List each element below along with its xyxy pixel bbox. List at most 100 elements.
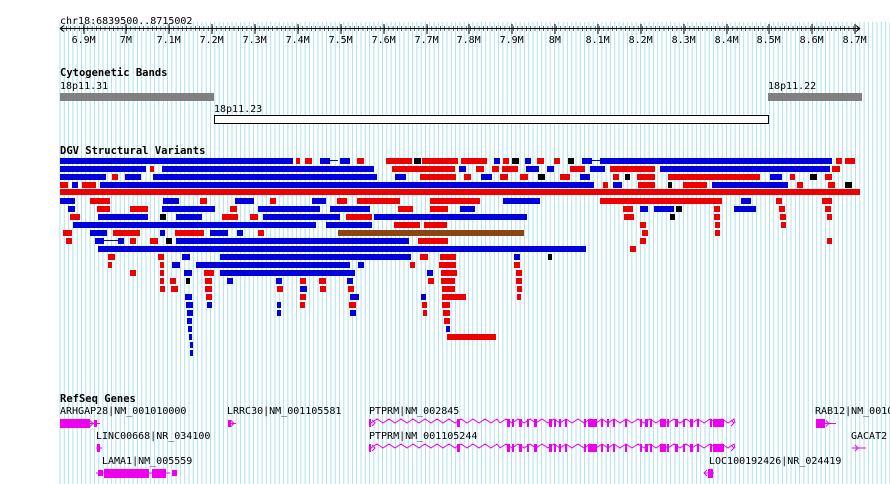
variant-feature[interactable] — [827, 214, 832, 220]
variant-feature[interactable] — [230, 206, 237, 212]
variant-feature[interactable] — [676, 206, 682, 212]
variant-feature[interactable] — [554, 158, 560, 164]
gene-exon[interactable] — [660, 419, 666, 427]
gene-exon[interactable] — [534, 419, 537, 427]
variant-feature[interactable] — [220, 270, 355, 276]
variant-feature[interactable] — [187, 318, 192, 324]
gene-exon[interactable] — [554, 444, 556, 452]
variant-feature[interactable] — [196, 262, 350, 268]
variant-feature[interactable] — [492, 166, 499, 172]
gene-exon[interactable] — [675, 444, 678, 452]
gene-exon[interactable] — [152, 469, 166, 478]
variant-feature[interactable] — [503, 158, 509, 164]
variant-feature[interactable] — [447, 334, 496, 340]
variant-feature[interactable] — [97, 206, 110, 212]
variant-feature[interactable] — [516, 270, 522, 276]
variant-feature[interactable] — [464, 174, 471, 180]
variant-feature[interactable] — [277, 302, 281, 308]
variant-feature[interactable] — [357, 158, 364, 164]
variant-feature[interactable] — [176, 214, 202, 220]
gene-exon[interactable] — [527, 419, 529, 427]
variant-feature[interactable] — [172, 262, 180, 268]
gene-exon[interactable] — [565, 419, 567, 427]
variant-feature[interactable] — [822, 198, 832, 204]
variant-feature[interactable] — [108, 262, 112, 268]
variant-feature[interactable] — [668, 182, 672, 188]
variant-feature[interactable] — [190, 350, 193, 356]
variant-feature[interactable] — [66, 238, 72, 244]
gene-exon[interactable] — [565, 444, 567, 452]
variant-feature[interactable] — [714, 206, 720, 212]
variant-feature[interactable] — [441, 270, 457, 276]
variant-feature[interactable] — [734, 206, 756, 212]
variant-feature[interactable] — [637, 174, 655, 180]
variant-feature[interactable] — [258, 206, 320, 212]
variant-feature[interactable] — [427, 270, 433, 276]
variant-feature[interactable] — [320, 158, 330, 164]
gene-exon[interactable] — [640, 419, 642, 427]
variant-feature[interactable] — [459, 166, 466, 172]
variant-feature[interactable] — [494, 158, 500, 164]
variant-feature[interactable] — [153, 174, 377, 180]
variant-feature[interactable] — [130, 238, 136, 244]
variant-feature[interactable] — [100, 182, 594, 188]
variant-feature[interactable] — [162, 166, 374, 172]
variant-feature[interactable] — [60, 174, 106, 180]
variant-feature[interactable] — [337, 198, 347, 204]
variant-feature[interactable] — [72, 182, 78, 188]
gene-exon[interactable] — [584, 444, 586, 452]
variant-feature[interactable] — [790, 174, 795, 180]
gene-exon[interactable] — [94, 420, 97, 427]
variant-feature[interactable] — [312, 198, 326, 204]
variant-feature[interactable] — [204, 270, 214, 276]
variant-feature[interactable] — [714, 214, 720, 220]
variant-feature[interactable] — [461, 158, 487, 164]
variant-feature[interactable] — [263, 214, 340, 220]
variant-feature[interactable] — [420, 254, 428, 260]
variant-feature[interactable] — [300, 278, 306, 284]
variant-feature[interactable] — [395, 174, 406, 180]
variant-feature[interactable] — [82, 182, 96, 188]
variant-feature[interactable] — [330, 206, 370, 212]
variant-feature[interactable] — [108, 254, 115, 260]
variant-feature[interactable] — [600, 198, 722, 204]
variant-feature[interactable] — [613, 174, 619, 180]
variant-feature[interactable] — [207, 302, 212, 308]
variant-feature[interactable] — [520, 174, 528, 180]
variant-feature[interactable] — [642, 230, 648, 236]
variant-feature[interactable] — [836, 158, 842, 164]
gene-exon[interactable] — [457, 419, 460, 427]
variant-feature[interactable] — [188, 326, 192, 332]
variant-feature[interactable] — [113, 230, 140, 236]
variant-feature[interactable] — [347, 278, 353, 284]
variant-feature[interactable] — [305, 158, 312, 164]
variant-feature[interactable] — [250, 214, 258, 220]
variant-feature[interactable] — [200, 198, 207, 204]
variant-feature[interactable] — [640, 206, 648, 212]
variant-feature[interactable] — [235, 198, 254, 204]
variant-feature[interactable] — [398, 206, 413, 212]
variant-feature[interactable] — [163, 198, 179, 204]
gene-exon[interactable] — [722, 444, 724, 452]
variant-feature[interactable] — [349, 302, 356, 308]
variant-feature[interactable] — [780, 214, 786, 220]
gene-exon[interactable] — [697, 419, 699, 427]
gene-exon[interactable] — [584, 419, 586, 427]
variant-feature[interactable] — [63, 230, 72, 236]
gene-exon[interactable] — [601, 444, 603, 452]
variant-feature[interactable] — [446, 326, 450, 332]
variant-feature[interactable] — [779, 206, 785, 212]
gene-exon[interactable] — [601, 419, 603, 427]
variant-feature[interactable] — [660, 166, 830, 172]
variant-feature[interactable] — [160, 262, 164, 268]
variant-feature[interactable] — [624, 214, 634, 220]
variant-feature[interactable] — [300, 286, 307, 292]
gene-exon[interactable] — [607, 419, 609, 427]
variant-feature[interactable] — [781, 222, 786, 228]
variant-feature[interactable] — [186, 302, 193, 308]
gene-exon[interactable] — [369, 419, 371, 427]
gene-exon[interactable] — [527, 444, 529, 452]
variant-feature[interactable] — [845, 182, 852, 188]
variant-feature[interactable] — [130, 270, 136, 276]
gene-exon[interactable] — [640, 444, 642, 452]
